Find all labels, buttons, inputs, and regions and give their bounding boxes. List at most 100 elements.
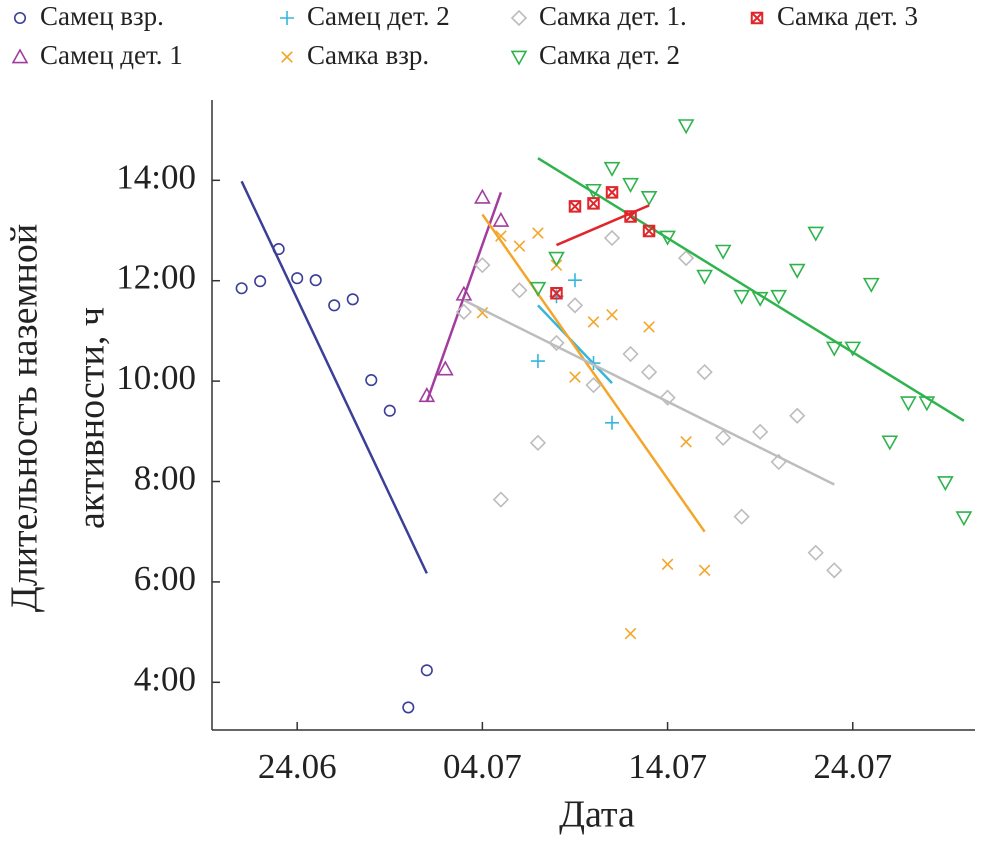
legend-label: Самец дет. 1 — [40, 40, 183, 70]
point — [733, 508, 750, 525]
point — [715, 429, 732, 446]
point — [825, 341, 843, 357]
point — [474, 188, 491, 204]
point — [587, 316, 600, 328]
y-tick-label: 14:00 — [116, 157, 196, 196]
legend-marker — [11, 48, 29, 64]
point — [643, 321, 655, 333]
point — [696, 363, 713, 381]
trend-line — [481, 213, 706, 533]
point — [789, 407, 806, 424]
point — [937, 476, 954, 492]
point — [587, 197, 600, 210]
point — [624, 627, 637, 640]
point — [567, 273, 582, 288]
legend-marker — [13, 11, 27, 25]
point — [603, 229, 621, 247]
point — [696, 269, 713, 285]
point — [752, 423, 769, 440]
point — [881, 435, 899, 451]
point — [788, 263, 806, 279]
point — [605, 415, 620, 430]
point — [436, 360, 454, 376]
point — [603, 161, 621, 177]
point — [291, 272, 304, 285]
point — [622, 177, 639, 193]
point — [714, 244, 732, 260]
point — [807, 544, 824, 561]
point — [532, 227, 544, 239]
point — [548, 334, 565, 352]
legend-label: Самка дет. 2 — [539, 40, 680, 70]
point — [661, 558, 674, 571]
y-tick-label: 10:00 — [116, 358, 196, 397]
point — [680, 436, 692, 448]
x-tick-label: 24.07 — [813, 747, 892, 786]
trend-line — [463, 299, 835, 486]
point — [640, 363, 658, 381]
y-tick-label: 12:00 — [116, 258, 196, 297]
point — [659, 389, 676, 406]
legend-marker — [510, 9, 528, 27]
point — [568, 200, 582, 213]
point — [550, 287, 563, 300]
legend-marker — [281, 51, 293, 63]
point — [383, 404, 396, 417]
point — [455, 303, 472, 320]
point — [529, 281, 547, 297]
point — [677, 249, 695, 267]
point — [606, 309, 618, 321]
point — [585, 376, 602, 394]
point — [474, 257, 491, 274]
point — [622, 345, 639, 363]
point — [642, 224, 656, 238]
point — [569, 371, 581, 383]
y-tick-label: 6:00 — [134, 559, 196, 598]
point — [677, 119, 695, 135]
trend-line — [537, 304, 613, 384]
legend-marker — [750, 11, 764, 25]
point — [420, 664, 433, 677]
point — [899, 396, 917, 412]
point — [309, 274, 322, 287]
point — [826, 562, 843, 579]
legend-marker — [280, 11, 294, 25]
legend-label: Самка дет. 1. — [539, 1, 687, 31]
point — [659, 230, 676, 246]
point — [733, 289, 751, 305]
point — [751, 291, 769, 307]
legend-label: Самка дет. 3 — [777, 1, 918, 31]
point — [605, 186, 619, 199]
point — [492, 491, 510, 508]
x-tick-label: 14.07 — [628, 747, 707, 786]
point — [513, 240, 526, 252]
trend-line — [425, 191, 503, 403]
legend-label: Самка взр. — [307, 40, 429, 70]
point — [495, 230, 507, 242]
x-tick-label: 04.07 — [443, 747, 522, 786]
point — [548, 251, 565, 267]
point — [492, 211, 510, 227]
point — [807, 226, 825, 242]
point — [328, 299, 341, 312]
point — [530, 354, 545, 369]
y-axis-label: активности, ч — [71, 307, 113, 529]
point — [476, 307, 489, 319]
point — [254, 275, 267, 288]
point — [365, 374, 378, 387]
y-tick-label: 4:00 — [134, 659, 196, 698]
legend-label: Самец дет. 2 — [307, 1, 450, 31]
y-tick-label: 8:00 — [134, 459, 196, 498]
point — [698, 564, 711, 577]
point — [529, 434, 547, 451]
trend-line — [240, 180, 428, 574]
trend-line — [537, 157, 965, 422]
y-axis-label: Длительность наземной — [4, 224, 46, 612]
point — [235, 282, 248, 295]
x-axis-label: Дата — [559, 794, 635, 836]
legend-label: Самец взр. — [40, 1, 164, 31]
x-tick-label: 24.06 — [258, 747, 337, 786]
point — [862, 277, 880, 293]
trend-line — [555, 204, 650, 247]
